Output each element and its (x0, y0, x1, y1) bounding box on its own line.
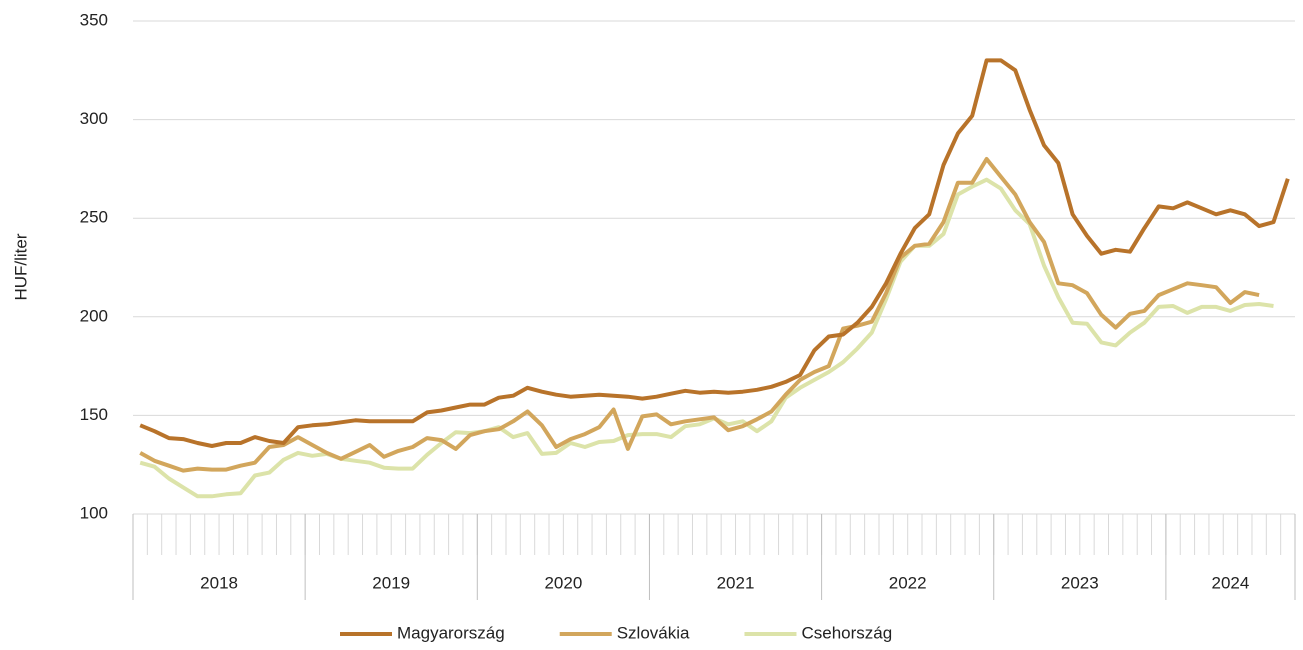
y-tick-label: 150 (80, 405, 108, 424)
y-tick-label: 200 (80, 306, 108, 325)
x-group-label: 2019 (372, 573, 410, 592)
y-tick-label: 350 (80, 10, 108, 29)
legend-label: Magyarország (397, 623, 505, 642)
legend-label: Szlovákia (617, 623, 690, 642)
x-group-label: 2020 (544, 573, 582, 592)
legend-label: Csehország (801, 623, 892, 642)
y-tick-label: 250 (80, 208, 108, 227)
y-axis-label: HUF/liter (11, 233, 30, 300)
x-group-label: 2022 (889, 573, 927, 592)
x-group-label: 2023 (1061, 573, 1099, 592)
x-group-label: 2024 (1212, 573, 1250, 592)
x-group-label: 2018 (200, 573, 238, 592)
series-line (139, 58, 1290, 448)
x-group-label: 2021 (717, 573, 755, 592)
series-line (139, 157, 1260, 473)
y-tick-label: 100 (80, 503, 108, 522)
series-line (139, 177, 1274, 499)
y-tick-label: 300 (80, 109, 108, 128)
